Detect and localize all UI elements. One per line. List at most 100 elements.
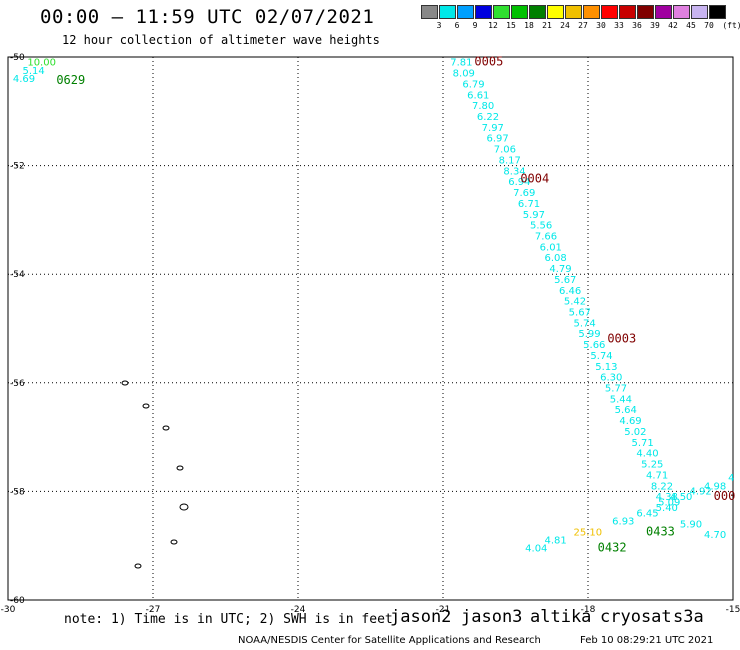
color-scale-label: 15 [506, 21, 516, 30]
swh-value: 4.50 [670, 492, 692, 503]
swh-value: 5.74 [590, 351, 612, 362]
swh-value: 6.71 [518, 199, 540, 210]
pass-time-label: 0005 [474, 55, 503, 69]
swh-value: 6.45 [636, 508, 658, 519]
swh-value: 4.79 [549, 264, 571, 275]
island-outline [176, 465, 184, 471]
swh-value: 5.99 [578, 329, 600, 340]
color-swatch [439, 5, 456, 19]
color-swatch [511, 5, 528, 19]
legend-jason2: jason2 [390, 607, 452, 627]
swh-value: 4.04 [525, 544, 547, 555]
color-scale-label: 12 [488, 21, 498, 30]
swh-value: 8.34 [503, 166, 525, 177]
color-scale-unit: (ft) [722, 21, 740, 30]
color-scale-label: 45 [686, 21, 696, 30]
swh-value: 6.79 [462, 79, 484, 90]
island-outline [179, 503, 189, 511]
swh-value: 5.90 [680, 519, 702, 530]
pass-time-label: 0003 [607, 332, 636, 346]
swh-value: 4.70 [704, 530, 726, 541]
color-swatch [655, 5, 672, 19]
pass-time-label: 0629 [56, 73, 85, 87]
lon-tick-label: -27 [146, 605, 161, 615]
legend-jason3: jason3 [461, 607, 523, 627]
legend-s3a: s3a [673, 607, 704, 627]
swh-value: 5.56 [530, 221, 552, 232]
lat-tick-label: -60 [10, 596, 25, 606]
swh-value: 8.09 [453, 69, 475, 80]
swh-value: 7.06 [494, 145, 516, 156]
color-scale-label: 18 [524, 21, 534, 30]
color-scale-label: 3 [436, 21, 442, 30]
color-swatch [583, 5, 600, 19]
swh-value: 5.71 [632, 438, 654, 449]
swh-value: 7.97 [482, 123, 504, 134]
swh-value: 4.40 [636, 449, 658, 460]
swh-value: 5.67 [554, 275, 576, 286]
swh-value: 10.00 [27, 58, 56, 69]
color-scale-label: 27 [578, 21, 588, 30]
swh-value: 4.71 [646, 470, 668, 481]
lat-tick-label: -54 [10, 270, 25, 280]
swh-value: 8.17 [499, 155, 521, 166]
pass-time-label: 0433 [646, 524, 675, 538]
pass-time-label: 0432 [598, 541, 627, 555]
color-swatch [457, 5, 474, 19]
swh-value: 5.42 [564, 297, 586, 308]
color-swatch [619, 5, 636, 19]
color-swatch [637, 5, 654, 19]
swh-value: 7.80 [472, 101, 494, 112]
lat-tick-label: -52 [10, 162, 25, 172]
island-outline [170, 539, 178, 545]
lat-tick-label: -50 [10, 53, 25, 63]
color-swatch [529, 5, 546, 19]
color-swatch [547, 5, 564, 19]
swh-value: 4.92 [690, 487, 712, 498]
page-subtitle: 12 hour collection of altimeter wave hei… [62, 33, 380, 47]
color-scale-label: 30 [596, 21, 606, 30]
color-scale-label: 24 [560, 21, 570, 30]
swh-value: 5.77 [605, 384, 627, 395]
credit-line: NOAA/NESDIS Center for Satellite Applica… [238, 635, 541, 646]
color-scale-label: 33 [614, 21, 624, 30]
color-swatch [493, 5, 510, 19]
legend-cryosat: cryosat [600, 607, 672, 627]
swh-value: 5.14 [23, 66, 45, 77]
swh-value: 5.40 [656, 503, 678, 514]
swh-value: 5.64 [615, 405, 637, 416]
swh-value: 4.81 [545, 536, 567, 547]
swh-value: 7.66 [535, 231, 557, 242]
color-scale-label: 42 [668, 21, 678, 30]
footnote: note: 1) Time is in UTC; 2) SWH is in fe… [64, 612, 393, 627]
swh-value: 4.98 [704, 481, 726, 492]
swh-value: 5.44 [610, 394, 632, 405]
color-swatch [475, 5, 492, 19]
swh-value: 7.69 [513, 188, 535, 199]
swh-value: 5.97 [523, 210, 545, 221]
map-frame [7, 56, 734, 601]
swh-value: 6.93 [612, 517, 634, 528]
color-scale-label: 36 [632, 21, 642, 30]
swh-value: 4.38 [656, 492, 678, 503]
island-outline [142, 403, 150, 409]
island-outline [162, 425, 170, 431]
color-swatch [709, 5, 726, 19]
page-title: 00:00 – 11:59 UTC 02/07/2021 [40, 6, 375, 28]
swh-value: 6.30 [600, 373, 622, 384]
color-scale-label: 21 [542, 21, 552, 30]
lon-tick-label: -15 [726, 605, 740, 615]
color-scale-label: 70 [704, 21, 714, 30]
swh-value: 5.25 [641, 460, 663, 471]
swh-value: 4 [728, 473, 734, 484]
lon-tick-label: -30 [1, 605, 16, 615]
swh-value: 5.09 [658, 498, 680, 509]
lat-tick-label: -58 [10, 487, 25, 497]
swh-value: 4.69 [619, 416, 641, 427]
color-swatch [673, 5, 690, 19]
generated-timestamp: Feb 10 08:29:21 UTC 2021 [580, 635, 714, 646]
legend-altika: altika [530, 607, 592, 627]
swh-value: 5.74 [574, 318, 596, 329]
color-swatch [601, 5, 618, 19]
